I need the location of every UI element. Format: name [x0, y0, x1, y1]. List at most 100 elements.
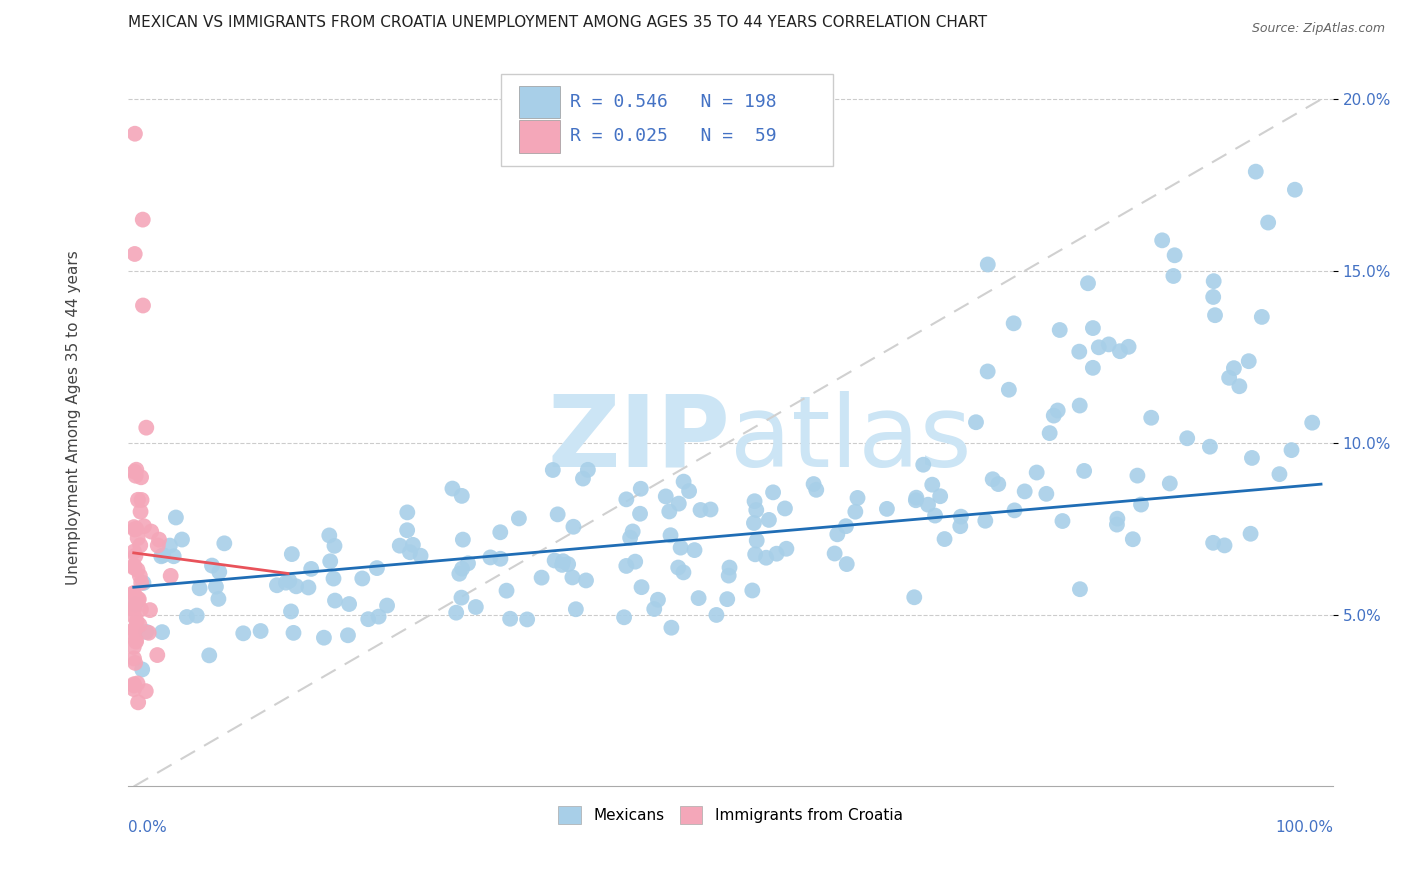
Point: [124, 465, 146, 479]
Point: [122, 586, 145, 600]
Point: [1213, 538, 1236, 552]
Point: [165, 510, 187, 524]
Point: [352, 572, 374, 586]
Point: [450, 591, 472, 605]
Point: [1109, 344, 1132, 359]
Point: [122, 627, 145, 641]
Point: [124, 127, 146, 141]
Point: [122, 601, 145, 615]
Point: [1163, 248, 1185, 262]
Point: [1069, 582, 1091, 597]
Point: [124, 559, 146, 574]
Point: [208, 565, 231, 579]
Point: [655, 490, 678, 504]
Point: [297, 581, 319, 595]
Point: [336, 628, 359, 642]
Text: Unemployment Among Ages 35 to 44 years: Unemployment Among Ages 35 to 44 years: [66, 250, 82, 584]
Point: [396, 505, 419, 519]
FancyBboxPatch shape: [502, 74, 832, 166]
Point: [643, 602, 665, 616]
Point: [912, 458, 935, 472]
Point: [323, 539, 346, 553]
Point: [1039, 426, 1062, 441]
Point: [965, 415, 987, 429]
Point: [630, 482, 652, 496]
Point: [1035, 487, 1057, 501]
Point: [322, 572, 344, 586]
Point: [835, 557, 858, 571]
Point: [205, 580, 228, 594]
Point: [773, 501, 796, 516]
Point: [122, 677, 145, 691]
Point: [949, 519, 972, 533]
Point: [903, 591, 925, 605]
Point: [565, 602, 588, 616]
Point: [758, 513, 780, 527]
Point: [1077, 277, 1099, 291]
Point: [122, 587, 145, 601]
Point: [683, 543, 706, 558]
Point: [806, 483, 828, 497]
Point: [669, 541, 692, 555]
Point: [499, 612, 522, 626]
Point: [1004, 503, 1026, 517]
Point: [146, 648, 169, 662]
Point: [551, 558, 574, 572]
Point: [127, 592, 149, 607]
Point: [741, 583, 763, 598]
FancyBboxPatch shape: [519, 120, 561, 153]
Point: [129, 602, 152, 616]
Point: [124, 609, 146, 624]
Point: [647, 592, 669, 607]
Point: [516, 612, 538, 626]
Point: [451, 562, 474, 576]
Point: [128, 592, 150, 607]
Point: [122, 623, 145, 637]
Point: [125, 615, 148, 629]
Point: [974, 514, 997, 528]
Point: [1088, 340, 1111, 354]
Text: ZIP: ZIP: [547, 391, 730, 488]
Point: [122, 602, 145, 616]
Point: [489, 551, 512, 566]
Point: [562, 520, 585, 534]
Point: [125, 468, 148, 483]
Point: [917, 498, 939, 512]
Point: [1284, 183, 1306, 197]
Point: [762, 485, 785, 500]
Point: [1118, 340, 1140, 354]
Point: [904, 493, 927, 508]
Point: [846, 491, 869, 505]
Point: [285, 579, 308, 593]
Point: [402, 538, 425, 552]
Point: [396, 523, 419, 537]
Point: [124, 598, 146, 612]
Point: [614, 492, 637, 507]
Point: [1204, 308, 1226, 322]
Point: [127, 695, 149, 709]
Point: [266, 578, 288, 592]
Point: [1159, 476, 1181, 491]
Point: [214, 536, 236, 550]
Point: [249, 624, 271, 638]
Point: [1281, 443, 1303, 458]
Point: [699, 502, 721, 516]
Point: [278, 574, 301, 588]
Point: [628, 507, 651, 521]
Point: [146, 538, 169, 552]
Point: [124, 656, 146, 670]
Point: [159, 539, 181, 553]
Point: [186, 608, 208, 623]
Point: [844, 505, 866, 519]
Point: [706, 607, 728, 622]
Point: [981, 472, 1004, 486]
FancyBboxPatch shape: [519, 86, 561, 118]
Point: [1126, 468, 1149, 483]
Text: MEXICAN VS IMMIGRANTS FROM CROATIA UNEMPLOYMENT AMONG AGES 35 TO 44 YEARS CORREL: MEXICAN VS IMMIGRANTS FROM CROATIA UNEMP…: [128, 15, 987, 30]
Point: [152, 548, 174, 562]
Point: [755, 550, 778, 565]
Point: [1098, 337, 1121, 351]
Point: [132, 519, 155, 533]
Point: [905, 491, 928, 505]
Point: [924, 508, 946, 523]
